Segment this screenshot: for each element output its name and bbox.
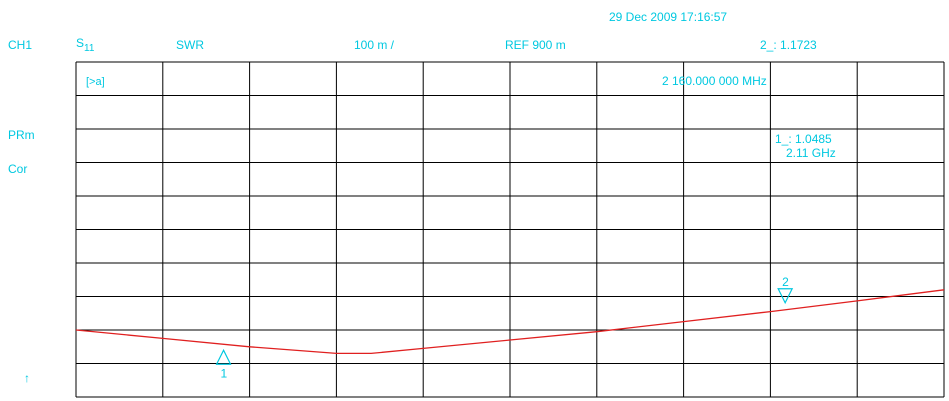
cor-label: Cor — [8, 162, 28, 176]
marker-layer: 12 — [215, 275, 794, 380]
s-parameter-label: S11 — [76, 36, 95, 54]
channel-label: CH1 — [8, 38, 33, 52]
grid-lines — [75, 61, 945, 398]
s-parameter-main: S — [76, 36, 85, 50]
marker-2-triangle-icon — [777, 288, 794, 305]
trace-layer — [75, 289, 945, 355]
timestamp: 29 Dec 2009 17:16:57 — [609, 10, 728, 24]
marker1-frequency: 2.11 GHz — [786, 146, 836, 160]
marker-1-triangle-icon — [215, 348, 232, 365]
format-label: SWR — [176, 38, 204, 52]
scale-label: 100 m / — [354, 38, 395, 52]
prm-label: PRm — [8, 128, 35, 142]
marker-icon: [>a] — [86, 76, 105, 88]
marker-2: 2 — [777, 275, 794, 305]
marker1-value: 1_: 1.0485 — [775, 132, 832, 146]
marker-1: 1 — [215, 348, 232, 380]
trace-line-0 — [75, 289, 945, 355]
marker-1-label: 1 — [221, 366, 228, 380]
s-parameter-sub: 11 — [84, 43, 95, 54]
marker2-frequency: 2 160.000 000 MHz — [662, 74, 767, 88]
reference-label: REF 900 m — [505, 38, 566, 52]
reference-arrow-icon: ↑ — [24, 371, 30, 385]
marker-2-label: 2 — [782, 275, 789, 289]
active-marker-readout: 2_: 1.1723 — [760, 38, 817, 52]
